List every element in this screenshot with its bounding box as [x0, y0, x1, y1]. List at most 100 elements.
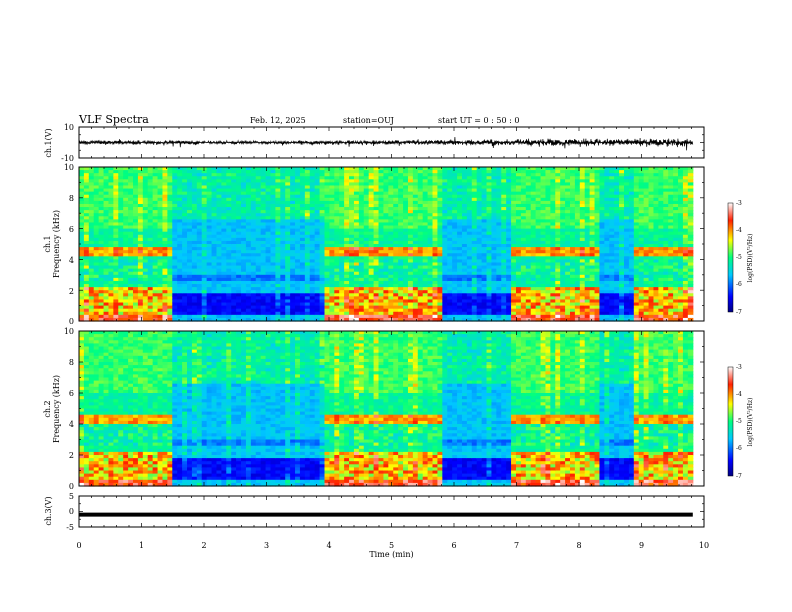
spectrogram-cell [191, 194, 198, 199]
spectrogram-cell [314, 302, 321, 307]
spectrogram-cell [383, 207, 389, 211]
spectrogram-cell [368, 308, 375, 313]
spectrogram-cell [334, 247, 340, 251]
spectrogram-cell [226, 247, 232, 251]
spectrogram-cell [133, 305, 139, 310]
spectrogram-cell [196, 271, 203, 276]
spectrogram-cell [432, 280, 439, 285]
spectrogram-cell [398, 210, 404, 214]
spectrogram-cell [349, 173, 355, 177]
spectrogram-cell [422, 210, 429, 214]
spectrogram-cell [285, 185, 291, 190]
spectrogram-cell [393, 207, 399, 211]
spectrogram-cell [196, 216, 203, 220]
spectrogram-cell [226, 259, 232, 264]
spectrogram-cell [128, 237, 134, 242]
spectrogram-cell [201, 203, 208, 208]
spectrogram-cell [93, 253, 100, 257]
spectrogram-cell [378, 244, 385, 248]
spectrogram-cell [93, 228, 100, 233]
spectrogram-cell [319, 244, 326, 248]
spectrogram-cell [442, 293, 448, 297]
spectrogram-cell [388, 222, 394, 227]
spectrogram-cell [334, 222, 340, 227]
spectrogram-cell [88, 200, 95, 205]
spectrogram-cell [324, 280, 331, 285]
spectrogram-cell [461, 250, 468, 254]
spectrogram-cell [226, 222, 232, 227]
spectrogram-cell [133, 194, 139, 199]
spectrogram-cell [407, 308, 414, 313]
spectrogram-cell [290, 284, 296, 288]
spectrogram-cell [349, 305, 355, 310]
spectrogram-cell [216, 250, 222, 254]
spectrogram-cell [236, 176, 242, 180]
spectrogram-cell [295, 182, 301, 187]
spectrogram-cell [353, 194, 360, 199]
spectrogram-cell [142, 256, 149, 260]
spectrogram-cell [349, 213, 355, 217]
spectrogram-cell [250, 188, 257, 193]
spectrogram-cell [250, 194, 257, 199]
spectrogram-cell [221, 290, 227, 294]
spectrogram-cell [334, 296, 340, 301]
spectrogram-cell [309, 179, 316, 183]
spectrogram-cell [319, 296, 326, 301]
spectrogram-cell [103, 274, 110, 279]
spectrogram-cell [113, 191, 119, 196]
spectrogram-cell [314, 290, 321, 294]
spectrogram-cell [319, 210, 326, 214]
spectrogram-cell [187, 228, 193, 233]
spectrogram-cell [447, 234, 453, 239]
spectrogram-cell [236, 197, 242, 202]
spectrogram-cell [378, 296, 385, 301]
spectrogram-cell [241, 228, 247, 233]
spectrogram-cell [88, 228, 95, 233]
spectrogram-cell [412, 305, 419, 310]
spectrogram-cell [388, 247, 394, 251]
spectrogram-cell [309, 265, 316, 270]
spectrogram-cell [83, 219, 90, 224]
spectrogram-cell [290, 293, 296, 297]
spectrogram-cell [265, 256, 272, 260]
spectrogram-cell [427, 247, 434, 251]
spectrogram-cell [236, 253, 242, 257]
spectrogram-cell [206, 284, 213, 288]
spectrogram-cell [177, 207, 183, 211]
spectrogram-cell [457, 247, 463, 251]
spectrogram-cell [147, 244, 154, 248]
spectrogram-cell [349, 271, 355, 276]
spectrogram-cell [290, 237, 296, 242]
spectrogram-cell [255, 308, 262, 313]
spectrogram-cell [108, 250, 114, 254]
spectrogram-cell [378, 262, 385, 267]
spectrogram-cell [457, 203, 463, 208]
spectrogram-cell [79, 305, 85, 310]
spectrogram-cell [177, 299, 183, 304]
spectrogram-cell [128, 197, 134, 202]
spectrogram-cell [471, 293, 478, 297]
spectrogram-cell [236, 311, 242, 316]
spectrogram-cell [216, 277, 222, 282]
spectrogram-cell [407, 210, 414, 214]
spectrogram-cell [299, 179, 306, 183]
spectrogram-cell [133, 268, 139, 273]
spectrogram-cell [280, 299, 286, 304]
spectrogram-cell [236, 222, 242, 227]
spectrogram-cell [319, 311, 326, 316]
spectrogram-cell [447, 228, 453, 233]
spectrogram-cell [187, 185, 193, 190]
spectrogram-cell [113, 240, 119, 245]
spectrogram-cell [432, 194, 439, 199]
spectrogram-cell [471, 222, 478, 227]
spectrogram-cell [191, 287, 198, 291]
spectrogram-cell [108, 203, 114, 208]
spectrogram-cell [93, 277, 100, 282]
spectrogram-cell [275, 280, 281, 285]
spectrogram-cell [309, 237, 316, 242]
spectrogram-cell [452, 290, 458, 294]
spectrogram-cell [398, 200, 404, 205]
spectrogram-cell [334, 290, 340, 294]
spectrogram-cell [304, 287, 311, 291]
spectrogram-cell [383, 179, 389, 183]
